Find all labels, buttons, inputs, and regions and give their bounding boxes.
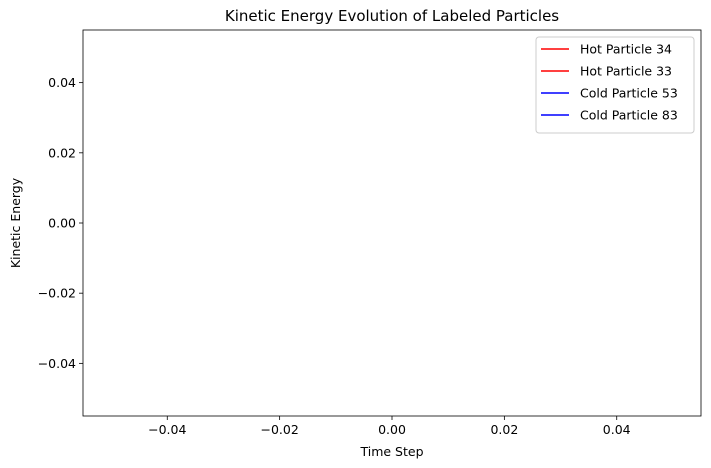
legend-box	[535, 36, 695, 134]
y-tick-label: 0.04	[48, 75, 76, 90]
y-tick-label: −0.02	[38, 286, 76, 301]
legend-entry-label: Hot Particle 33	[580, 64, 672, 79]
x-axis: −0.04 −0.02 0.00 0.02 0.04	[148, 416, 631, 437]
legend: Hot Particle 34 Hot Particle 33 Cold Parti…	[535, 36, 695, 134]
x-axis-label: Time Step	[359, 444, 423, 459]
y-tick-label: 0.00	[48, 216, 76, 231]
legend-entry-label: Cold Particle 83	[580, 108, 678, 123]
x-tick-label: 0.02	[490, 422, 518, 437]
x-tick-label: −0.02	[260, 422, 298, 437]
x-tick-label: 0.04	[603, 422, 631, 437]
x-tick-label: −0.04	[148, 422, 186, 437]
legend-entry-label: Cold Particle 53	[580, 86, 678, 101]
y-axis: −0.04 −0.02 0.00 0.02 0.04	[38, 75, 83, 371]
y-tick-label: −0.04	[38, 356, 76, 371]
y-axis-label: Kinetic Energy	[8, 177, 23, 268]
y-tick-label: 0.02	[48, 145, 76, 160]
chart-title: Kinetic Energy Evolution of Labeled Part…	[225, 7, 559, 25]
legend-entry-label: Hot Particle 34	[580, 42, 672, 57]
x-tick-label: 0.00	[378, 422, 406, 437]
